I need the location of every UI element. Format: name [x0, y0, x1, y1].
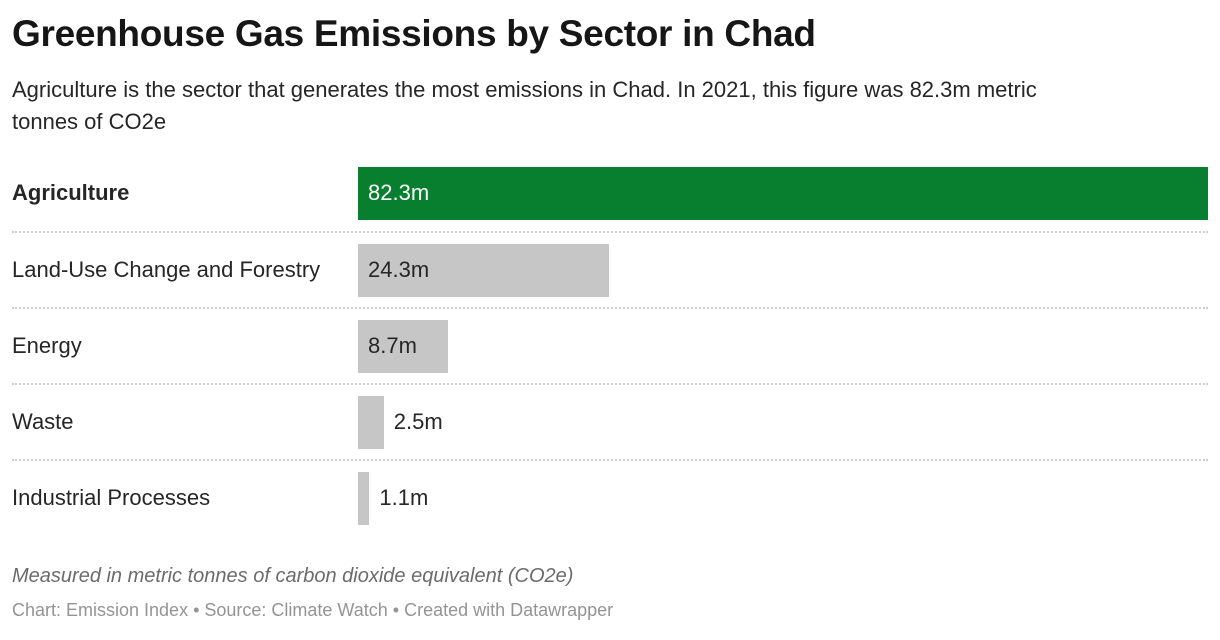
bar-row: Energy 8.7m	[12, 307, 1208, 383]
category-label: Land-Use Change and Forestry	[12, 257, 321, 282]
bar-chart: Agriculture 82.3m Land-Use Change and Fore…	[12, 155, 1208, 535]
bar-row: Industrial Processes 1.1m	[12, 459, 1208, 535]
value-label: 1.1m	[379, 485, 429, 510]
chart-note: Measured in metric tonnes of carbon diox…	[12, 565, 574, 587]
bar-land-use-change-and-forestry: 24.3m	[358, 243, 609, 297]
bar-waste	[358, 395, 384, 449]
value-label: 8.7m	[368, 333, 417, 358]
bar-track: 1.1m	[358, 471, 1208, 525]
chart-subtitle: Agriculture is the sector that generates…	[12, 77, 1037, 134]
bar-energy: 8.7m	[358, 319, 448, 373]
bar-track: 8.7m	[358, 319, 1208, 373]
category-label: Waste	[12, 409, 74, 434]
bar-track: 24.3m	[358, 243, 1208, 297]
value-label: 82.3m	[368, 180, 430, 205]
category-label: Energy	[12, 333, 82, 358]
bar-row: Waste 2.5m	[12, 383, 1208, 459]
chart-title: Greenhouse Gas Emissions by Sector in Ch…	[12, 13, 816, 54]
category-label: Industrial Processes	[12, 485, 211, 510]
bar-track: 2.5m	[358, 395, 1208, 449]
value-label: 2.5m	[393, 409, 443, 434]
chart-attribution: Chart: Emission Index • Source: Climate …	[12, 600, 614, 620]
bar-agriculture: 82.3m	[358, 166, 1208, 220]
bar-industrial-processes	[358, 471, 370, 525]
value-label: 24.3m	[368, 257, 430, 282]
category-label: Agriculture	[12, 180, 130, 205]
bar-row: Agriculture 82.3m	[12, 155, 1208, 231]
bar-track: 82.3m	[358, 166, 1208, 220]
bar-row: Land-Use Change and Forestry 24.3m	[12, 231, 1208, 307]
